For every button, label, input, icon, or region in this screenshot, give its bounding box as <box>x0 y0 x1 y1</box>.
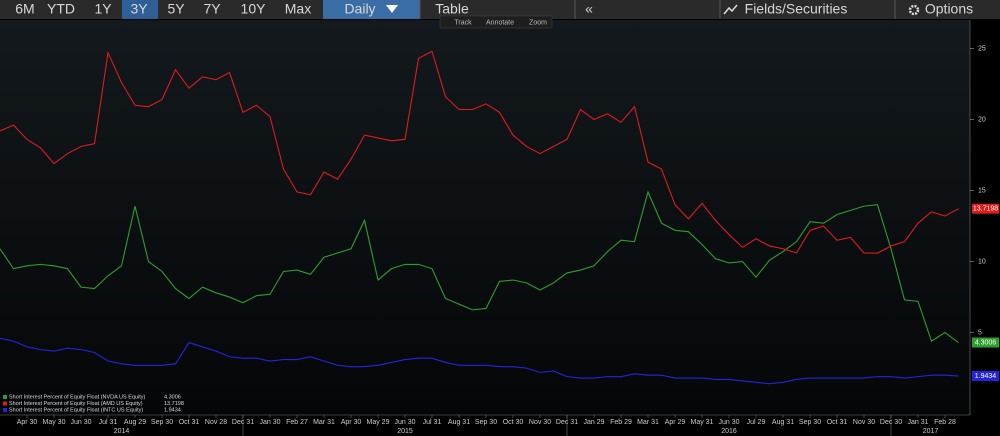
last-value-label: 13.7198 <box>973 206 998 213</box>
x-tick-label: Apr 29 <box>665 419 686 426</box>
y-tick-label: 5 <box>978 329 982 336</box>
range-button[interactable]: 3Y <box>130 1 148 17</box>
options-icon <box>908 4 920 16</box>
x-tick-label: Nov 28 <box>205 419 227 426</box>
range-button[interactable]: YTD <box>47 1 75 17</box>
legend-label: Short Interest Percent of Equity Float (… <box>9 394 146 400</box>
last-value-label: 4.3006 <box>975 339 997 346</box>
fields-button[interactable]: Fields/Securities <box>745 1 848 17</box>
x-tick-label: Feb 29 <box>610 419 632 426</box>
legend-value: 4.3006 <box>164 394 181 400</box>
series-line <box>0 50 959 254</box>
x-tick-label: Feb 28 <box>934 419 956 426</box>
y-tick-label: 15 <box>978 187 986 194</box>
tool-button[interactable]: Track <box>454 19 472 26</box>
collapse-button[interactable]: « <box>585 1 593 17</box>
x-tick-label: Aug 31 <box>448 419 470 426</box>
x-tick-label: Jun 30 <box>394 419 415 426</box>
x-tick-label: Aug 31 <box>772 419 794 426</box>
range-button[interactable]: Max <box>285 1 311 17</box>
x-tick-label: Apr 30 <box>341 419 362 426</box>
y-tick-label: 25 <box>978 45 986 52</box>
last-value-badge <box>972 371 999 382</box>
range-button[interactable]: 7Y <box>203 1 221 17</box>
x-tick-label: Jul 31 <box>99 419 118 426</box>
legend-swatch <box>3 395 7 399</box>
fields-icon <box>723 4 738 15</box>
series-line <box>0 337 959 385</box>
year-label: 2014 <box>114 428 130 435</box>
x-tick-label: Oct 30 <box>503 419 524 426</box>
x-tick-label: Jan 30 <box>259 419 280 426</box>
x-tick-label: Sep 30 <box>799 419 821 426</box>
x-tick-label: Oct 31 <box>179 419 200 426</box>
x-tick-label: Jul 31 <box>423 419 442 426</box>
x-tick-label: Nov 30 <box>529 419 551 426</box>
x-tick-label: Jan 31 <box>907 419 928 426</box>
legend-swatch <box>3 408 7 412</box>
x-tick-label: Sep 30 <box>475 419 497 426</box>
x-tick-label: Sep 30 <box>151 419 173 426</box>
dropdown-arrow[interactable] <box>386 5 398 13</box>
tool-button[interactable]: Zoom <box>529 19 547 26</box>
x-tick-label: May 30 <box>43 419 66 426</box>
range-button[interactable]: 1Y <box>94 1 112 17</box>
x-tick-label: Jun 30 <box>718 419 739 426</box>
x-tick-label: May 31 <box>691 419 714 426</box>
plot-area <box>0 20 970 415</box>
last-value-label: 1.9434 <box>975 373 997 380</box>
options-button[interactable]: Options <box>925 1 973 17</box>
frequency-label[interactable]: Daily <box>344 1 375 17</box>
last-value-badge <box>972 337 999 348</box>
legend-label: Short Interest Percent of Equity Float (… <box>9 401 143 407</box>
legend-value: 13.7198 <box>164 401 184 407</box>
tool-button[interactable]: Annotate <box>486 19 514 26</box>
x-tick-label: Feb 27 <box>286 419 308 426</box>
x-tick-label: Mar 31 <box>313 419 335 426</box>
legend-value: 1.9434 <box>164 407 181 413</box>
x-tick-label: Mar 31 <box>637 419 659 426</box>
year-label: 2016 <box>721 428 737 435</box>
frequency-dropdown[interactable] <box>323 0 420 19</box>
legend-label: Short Interest Percent of Equity Float (… <box>9 407 143 413</box>
last-value-badge <box>972 203 999 214</box>
x-tick-label: Aug 29 <box>124 419 146 426</box>
x-tick-label: May 29 <box>367 419 390 426</box>
toolbar <box>0 0 1000 19</box>
range-button[interactable]: 6M <box>15 1 34 17</box>
range-button[interactable]: 5Y <box>167 1 185 17</box>
x-tick-label: Nov 30 <box>853 419 875 426</box>
x-tick-label: Apr 30 <box>17 419 38 426</box>
year-label: 2015 <box>397 428 413 435</box>
tool-strip <box>439 15 553 29</box>
year-label: 2017 <box>923 428 939 435</box>
y-tick-label: 20 <box>978 116 986 123</box>
range-button[interactable]: 10Y <box>241 1 267 17</box>
x-tick-label: Jul 29 <box>747 419 766 426</box>
series-line <box>0 190 959 343</box>
x-tick-label: Jan 29 <box>583 419 604 426</box>
legend-swatch <box>3 401 7 406</box>
x-tick-label: Oct 31 <box>827 419 848 426</box>
range-selected <box>122 0 158 19</box>
x-tick-label: Jun 30 <box>70 419 91 426</box>
y-tick-label: 10 <box>978 258 986 265</box>
table-button[interactable]: Table <box>435 1 469 17</box>
